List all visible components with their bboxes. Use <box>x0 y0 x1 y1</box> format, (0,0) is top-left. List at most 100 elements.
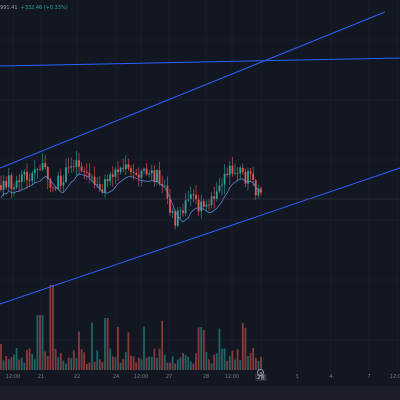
candle-body <box>205 204 208 207</box>
candle-body <box>202 201 205 207</box>
candle-body <box>104 179 106 193</box>
candle-body <box>234 172 236 174</box>
volume-bar <box>54 348 57 370</box>
candle-body <box>49 179 52 188</box>
candle-body <box>241 167 244 172</box>
candle-body <box>249 171 252 174</box>
volume-bar <box>135 362 138 370</box>
time-tick-label: 21 <box>37 374 45 380</box>
volume-bar <box>143 326 145 370</box>
candle-body <box>210 196 213 205</box>
time-tick-label: 12:00 <box>389 374 400 380</box>
candle-body <box>171 211 174 213</box>
volume-bar <box>260 356 262 370</box>
candle-body <box>57 175 60 189</box>
volume-bar <box>67 357 70 370</box>
volume-bar <box>57 357 60 370</box>
candle-body <box>226 173 229 176</box>
candle-body <box>10 175 13 190</box>
volume-bar <box>182 352 184 370</box>
candle-body <box>67 167 70 169</box>
candle-body <box>20 174 23 183</box>
candle-body <box>187 199 190 201</box>
candle-body <box>247 171 249 184</box>
candle-body <box>23 171 26 175</box>
volume-bar <box>252 348 255 370</box>
volume-bar <box>36 315 39 370</box>
volume-bar <box>163 354 166 370</box>
volume-bar <box>179 357 182 370</box>
volume-bar <box>83 352 86 370</box>
volume-bar <box>215 353 218 370</box>
volume-bar <box>15 348 18 370</box>
time-tick-label: 4 <box>329 374 333 380</box>
volume-bar <box>221 348 223 370</box>
time-tick-label: 3 <box>295 374 299 380</box>
volume-bar <box>114 356 117 370</box>
volume-bar <box>249 352 252 370</box>
candle-body <box>2 180 5 190</box>
volume-bar <box>104 318 106 370</box>
volume-bar <box>31 353 34 370</box>
candle-body <box>156 170 158 182</box>
volume-bar <box>80 349 83 370</box>
candle-body <box>158 170 161 184</box>
volume-bar <box>70 358 73 370</box>
volume-bar <box>109 348 112 370</box>
candle-body <box>182 210 184 214</box>
volume-bar <box>85 363 88 370</box>
volume-bar <box>184 354 187 370</box>
gear-icon[interactable] <box>257 369 264 376</box>
volume-bar <box>75 358 78 370</box>
volume-bar <box>44 351 47 370</box>
candle-body <box>252 173 255 181</box>
volume-bar <box>119 362 122 370</box>
volume-bar <box>106 318 109 370</box>
candle-body <box>78 160 80 167</box>
candle-body <box>192 194 195 195</box>
horizontal-trendline[interactable] <box>0 57 400 67</box>
candle-body <box>260 188 262 193</box>
volume-bar <box>158 348 161 370</box>
candle-body <box>88 172 91 177</box>
volume-bar <box>174 363 177 370</box>
candle-body <box>75 160 78 167</box>
time-tick-label: 24 <box>112 374 120 380</box>
volume-bar <box>210 363 213 370</box>
candle-body <box>184 200 187 214</box>
trendline-drawings[interactable] <box>0 11 400 305</box>
candle-body <box>111 174 114 177</box>
candle-body <box>137 174 140 178</box>
candle-body <box>33 169 36 174</box>
channel-upper-trendline[interactable] <box>0 11 386 169</box>
candle-body <box>197 199 200 212</box>
symbol-info-row: 991.41 +332.46 (+0.33%) <box>0 2 68 14</box>
candle-body <box>143 168 145 171</box>
volume-bar <box>39 315 41 370</box>
candle-body <box>257 188 260 196</box>
candle-body <box>18 180 21 183</box>
candle-body <box>228 165 231 176</box>
candle-body <box>54 187 57 189</box>
candle-body <box>221 184 223 186</box>
volume-bar <box>189 361 192 370</box>
candle-body <box>62 181 65 186</box>
volume-bar <box>23 362 26 370</box>
time-axis[interactable]: 12:00 21 22 24 12:00 27 28 12:00 2월 3 4 7 12:00 <box>0 372 400 386</box>
volume-bar <box>169 362 171 370</box>
volume-bar <box>140 359 143 370</box>
volume-bar <box>150 356 153 370</box>
volume-bar <box>228 355 231 370</box>
volume-bar <box>236 349 239 370</box>
channel-lower-trendline[interactable] <box>0 167 400 305</box>
volume-bar <box>18 359 21 370</box>
candle-body <box>208 204 210 206</box>
volume-bar <box>88 362 91 370</box>
candle-body <box>83 171 86 173</box>
candle-body <box>101 189 104 193</box>
volume-bar <box>195 353 197 370</box>
candle-body <box>215 191 218 200</box>
candle-body <box>122 167 125 169</box>
candle-body <box>150 170 153 174</box>
